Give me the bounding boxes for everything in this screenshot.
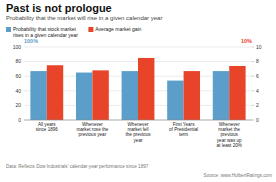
y-tick-label: 60 (15, 73, 21, 79)
bar (184, 71, 200, 120)
bar (30, 71, 46, 120)
legend: Probability that stock marketrises in a … (6, 26, 142, 38)
chart: Past is not prologueProbability that the… (0, 0, 276, 182)
bar (47, 65, 63, 120)
bar (76, 73, 92, 120)
y-tick-label: 20 (15, 102, 21, 108)
y-tick-label: 80 (15, 58, 21, 64)
y-axis-label: 100% (24, 38, 38, 44)
y2-tick-label: 10 (256, 44, 262, 50)
footnote: Data: Reflects Dow Industrials' calendar… (6, 164, 149, 169)
text-line: since 1896 (36, 127, 59, 132)
text-line: rises in a given calendar year (13, 32, 78, 38)
legend-swatch (88, 27, 93, 32)
y2-tick-label: 0 (256, 117, 259, 123)
grid (24, 47, 252, 120)
bar (213, 71, 229, 120)
y2-tick-label: 4 (256, 88, 259, 94)
text-line: Average market gain (95, 26, 141, 32)
y2-tick (252, 105, 254, 106)
bar (92, 70, 108, 120)
y-tick-label: 40 (15, 88, 21, 94)
y-tick-label: 100 (13, 44, 22, 50)
y2-tick (252, 61, 254, 62)
y2-tick (252, 76, 254, 77)
text-line: previous year (79, 132, 107, 137)
x-tick-label: Whenevermarket thepreviousyear was upat … (217, 122, 242, 148)
y2-tick (252, 90, 254, 91)
x-tick-label: Whenevermarket fellthe previousyear (125, 122, 151, 143)
grid-line (24, 47, 252, 48)
subtitle: Probability that the market will rise in… (6, 15, 162, 21)
bar (229, 66, 245, 120)
text-line: at least 20% (217, 143, 242, 148)
x-tick-label: First Yearsof Presidentialterm (169, 122, 198, 137)
source: Source: www.HulbertRatings.com (204, 173, 273, 178)
bars (30, 58, 245, 120)
y2-tick-label: 8 (256, 58, 259, 64)
title: Past is not prologue (6, 2, 112, 14)
y2-tick-label: 6 (256, 73, 259, 79)
legend-label: Probability that stock marketrises in a … (13, 26, 78, 38)
x-tick-label: All yearssince 1896 (36, 122, 59, 132)
text-line: term (179, 132, 188, 137)
x-axis-line (24, 120, 252, 121)
bar (167, 81, 183, 120)
legend-swatch (6, 27, 11, 32)
y-tick-label: 0 (18, 117, 21, 123)
legend-label: Average market gain (95, 26, 141, 32)
y2-tick (252, 120, 254, 121)
x-tick-label: Whenevermarket rose theprevious year (76, 122, 108, 137)
y2-tick-label: 2 (256, 102, 259, 108)
bar (138, 58, 154, 120)
y2-tick (252, 47, 254, 48)
bar (122, 71, 138, 120)
y2-axis-label: 10% (241, 38, 252, 44)
text-line: year (134, 138, 143, 143)
